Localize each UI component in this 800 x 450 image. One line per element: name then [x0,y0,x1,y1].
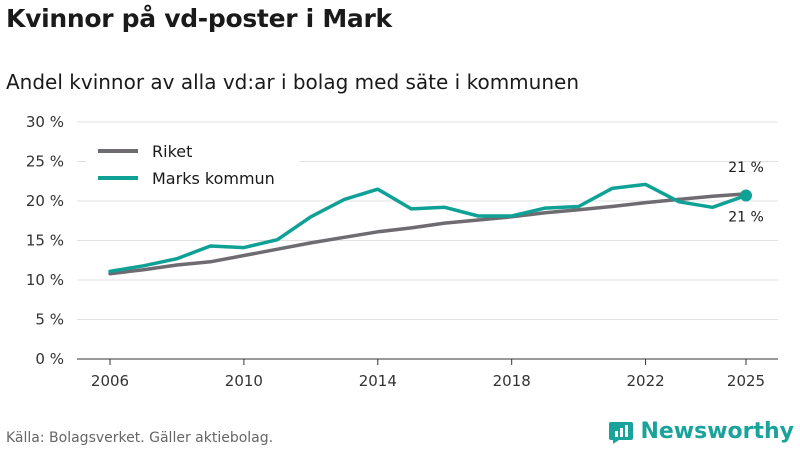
y-tick-label: 5 % [35,311,64,329]
series-line-riket [108,192,748,276]
x-tick-label: 2006 [91,372,129,390]
chart-title: Kvinnor på vd-poster i Mark [6,4,392,33]
chart-subtitle: Andel kvinnor av alla vd:ar i bolag med … [6,70,579,94]
end-value-label: 21 % [728,209,764,225]
source-note: Källa: Bolagsverket. Gäller aktiebolag. [6,430,274,446]
y-tick-label: 20 % [26,192,64,210]
legend-background [86,136,300,194]
x-tick-label: 2018 [493,372,531,390]
series-lines [108,182,752,276]
legend-label: Riket [152,142,192,161]
brand-logo: Newsworthy [608,418,794,444]
end-point-marker [740,189,752,202]
x-axis-ticks: 2006 2010 2014 2018 2022 2025 [91,359,765,390]
series-line-marks-kommun [108,182,748,274]
end-annotations: 21 % 21 % [728,160,764,226]
y-tick-label: 25 % [26,153,64,171]
y-tick-label: 10 % [26,271,64,289]
newsworthy-logo-icon [609,422,634,444]
y-tick-label: 30 % [26,113,64,131]
legend: Riket Marks kommun [86,136,300,194]
end-value-label: 21 % [728,160,764,176]
y-tick-label: 0 % [35,350,64,368]
x-tick-label: 2014 [359,372,397,390]
x-tick-label: 2010 [225,372,263,390]
y-axis-ticks: 0 % 5 % 10 % 15 % 20 % 25 % 30 % [26,113,64,368]
x-tick-label: 2022 [626,372,664,390]
brand-name: Newsworthy [640,418,794,444]
x-tick-label: 2025 [727,372,765,390]
y-tick-label: 15 % [26,232,64,250]
legend-label: Marks kommun [152,169,275,188]
